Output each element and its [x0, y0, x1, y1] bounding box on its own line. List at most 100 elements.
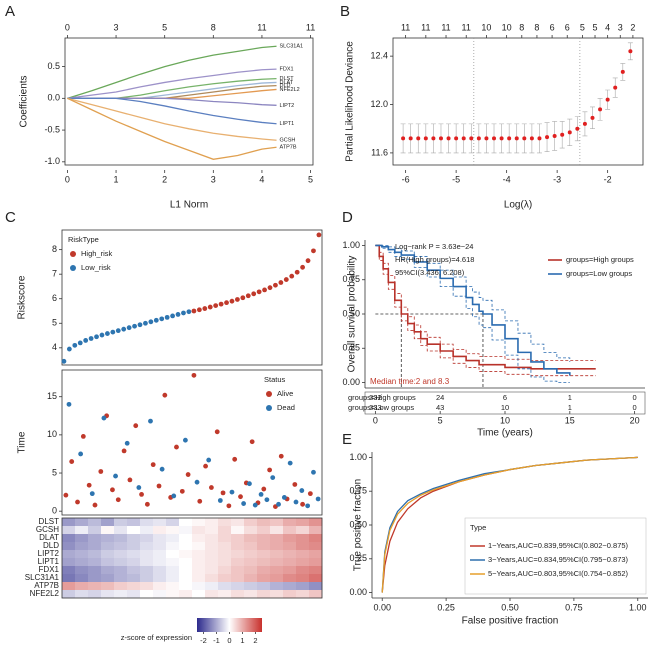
- heat-cell: [153, 534, 167, 543]
- point: [218, 301, 224, 307]
- heat-cell: [218, 518, 232, 527]
- heat-cell: [101, 550, 115, 559]
- line-label: DLAT: [280, 80, 294, 86]
- point: [66, 346, 72, 352]
- heat-cell: [309, 518, 323, 527]
- x-tick-label: 4: [259, 174, 264, 184]
- heat-cell: [218, 558, 232, 567]
- point: [278, 453, 284, 459]
- point: [258, 491, 264, 497]
- x-tick-label: 0: [373, 415, 378, 425]
- x-tick-label: 3: [211, 174, 216, 184]
- top-tick-label: 11: [401, 22, 410, 32]
- legend-box: [464, 517, 647, 595]
- heat-cell: [140, 590, 154, 599]
- plot-frame: [392, 37, 644, 166]
- top-tick-label: 2: [630, 22, 635, 32]
- point: [476, 136, 481, 141]
- point: [567, 130, 572, 135]
- y-tick-label: 0.00: [342, 377, 360, 387]
- legend-title: RiskType: [68, 235, 99, 244]
- series-line: [67, 97, 277, 106]
- heat-cell: [179, 550, 193, 559]
- heat-cell: [244, 550, 258, 559]
- heat-cell: [179, 566, 193, 575]
- point: [115, 497, 121, 503]
- point: [124, 440, 130, 446]
- heat-cell: [309, 534, 323, 543]
- y-tick-label: 5: [52, 467, 57, 477]
- heat-cell: [244, 574, 258, 583]
- heat-cell: [88, 582, 102, 591]
- heat-cell: [166, 542, 180, 551]
- heat-cell: [153, 542, 167, 551]
- annotation: Log−rank P = 3.63e−24: [395, 242, 473, 251]
- heat-cell: [231, 550, 245, 559]
- y-axis-label: Overall survival probability: [347, 256, 358, 373]
- row-label: DLD: [43, 541, 59, 550]
- heat-cell: [75, 526, 89, 535]
- point: [105, 331, 110, 336]
- point: [162, 392, 168, 398]
- point: [241, 501, 247, 506]
- y-axis-label: True positive fraction: [353, 479, 364, 571]
- heat-cell: [166, 518, 180, 527]
- heat-cell: [62, 566, 76, 575]
- heat-cell: [62, 526, 76, 535]
- plot-frame: [61, 229, 323, 366]
- heat-cell: [153, 566, 167, 575]
- annotation: 95%CI(3.436, 6.208): [395, 268, 465, 277]
- heat-cell: [309, 550, 323, 559]
- point: [294, 269, 300, 275]
- heat-cell: [309, 590, 323, 599]
- point: [316, 232, 322, 238]
- heat-cell: [205, 582, 219, 591]
- plot-frame: [64, 37, 314, 166]
- point: [264, 497, 270, 503]
- point: [137, 322, 143, 328]
- survival-curve: [375, 244, 571, 376]
- heat-cell: [88, 574, 102, 583]
- point: [174, 444, 179, 450]
- heat-cell: [283, 542, 297, 551]
- heat-cell: [205, 518, 219, 527]
- top-tick-label: 11: [257, 22, 266, 32]
- point: [484, 136, 489, 141]
- heat-cell: [205, 558, 219, 567]
- heat-cell: [244, 558, 258, 567]
- heat-cell: [231, 590, 245, 599]
- heat-cell: [283, 558, 297, 567]
- heat-cell: [75, 550, 89, 559]
- point: [529, 136, 534, 141]
- point: [101, 415, 107, 421]
- point: [159, 316, 165, 322]
- point: [77, 340, 83, 346]
- y-tick-label: -0.5: [44, 124, 60, 134]
- confidence-band: [375, 245, 596, 377]
- panel-letter: C: [5, 209, 16, 226]
- point: [207, 304, 213, 310]
- y-tick-label: 12.0: [370, 99, 388, 109]
- point: [183, 437, 188, 443]
- series-line: [67, 97, 277, 141]
- x-tick-label: 10: [500, 415, 510, 425]
- heat-cell: [257, 534, 271, 543]
- heat-cell: [114, 534, 128, 543]
- point: [121, 448, 127, 454]
- heat-cell: [270, 534, 284, 543]
- heat-cell: [244, 566, 258, 575]
- risk-count: 0: [633, 403, 637, 412]
- x-tick-label: 0.25: [437, 602, 455, 612]
- line-label: LIPT2: [280, 103, 295, 109]
- x-tick-label: -5: [452, 174, 460, 184]
- heat-cell: [75, 582, 89, 591]
- plot-frame: [61, 517, 323, 599]
- top-tick-label: 11: [462, 22, 471, 32]
- heat-cell: [283, 550, 297, 559]
- point: [148, 319, 154, 325]
- heat-cell: [140, 566, 154, 575]
- point: [209, 485, 214, 490]
- heat-cell: [205, 526, 219, 535]
- heat-cell: [62, 534, 76, 543]
